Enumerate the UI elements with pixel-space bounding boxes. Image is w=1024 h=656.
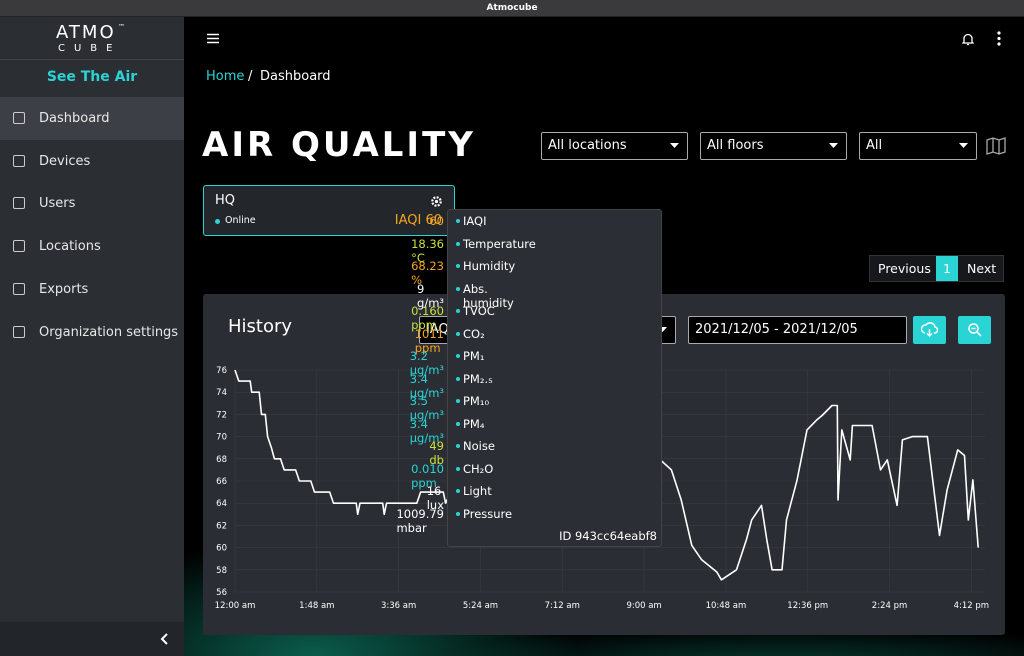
device-status: Online xyxy=(225,215,256,226)
tooltip-dot xyxy=(456,309,460,313)
tooltip-label: PM₁₀ xyxy=(463,394,490,408)
tooltip-dot xyxy=(456,376,460,381)
tooltip-value: 60 xyxy=(429,214,444,228)
tooltip-value: 0.160 ppm xyxy=(411,304,444,332)
tooltip-label: Temperature xyxy=(463,236,536,251)
tooltip-dot xyxy=(456,421,460,426)
tooltip-label: TVOC xyxy=(463,304,495,318)
filter-value: All locations xyxy=(548,138,627,153)
tooltip-dot xyxy=(456,241,460,246)
tooltip-dot xyxy=(456,286,460,291)
tooltip-label: CH₂O xyxy=(463,461,494,476)
tooltip-label: Noise xyxy=(463,439,495,453)
dropdown-arrow xyxy=(670,143,679,148)
filter-value: All xyxy=(866,138,883,153)
window-title: Atmocube xyxy=(0,0,1024,17)
tooltip-dot xyxy=(456,466,460,471)
page-title: AIR QUALITY xyxy=(202,125,476,165)
breadcrumb-separator: / xyxy=(248,69,253,84)
tooltip-value: 1011 ppm xyxy=(414,326,444,355)
tooltip-value: 18.36 °C xyxy=(411,236,444,265)
tagline: See The Air xyxy=(46,69,138,85)
device-card[interactable]: HQ Online IAQI 60 xyxy=(203,185,455,236)
nav-icon xyxy=(13,197,25,210)
filter-select[interactable]: All locations xyxy=(541,132,688,160)
menu-icon[interactable] xyxy=(207,33,219,44)
nav-icon xyxy=(13,325,25,338)
tooltip-label: PM₄ xyxy=(463,416,485,431)
bell-icon[interactable] xyxy=(962,33,974,46)
tooltip-dot xyxy=(456,264,460,268)
metric-value: IAQI xyxy=(426,322,453,337)
tooltip-label: IAQI xyxy=(463,214,487,228)
nav-item[interactable]: Organization settings xyxy=(0,311,184,354)
tooltip-dot xyxy=(456,489,460,493)
tooltip-dot xyxy=(456,511,460,516)
tooltip-label: PM₂.₅ xyxy=(463,371,493,386)
tooltip: IAQI 60 Temperature 18.36 °C Humidity 68.23 %… xyxy=(396,209,662,547)
tooltip-label: CO₂ xyxy=(463,326,485,341)
tooltip-dot xyxy=(456,219,460,223)
pagination-next[interactable]: Next xyxy=(967,261,997,276)
settings-icon[interactable] xyxy=(430,195,443,208)
logo: ATMO xyxy=(56,22,116,43)
sidebar: ATMO ™ CUBE See The Air Dashboard Devices… xyxy=(0,17,184,656)
nav-icon xyxy=(13,112,25,124)
nav-icon xyxy=(13,154,25,167)
tooltip-dot xyxy=(456,354,460,358)
zoom-button[interactable] xyxy=(958,316,991,344)
map-icon[interactable] xyxy=(986,137,1006,155)
tooltip-value: 68.23 % xyxy=(411,259,444,287)
nav-item[interactable]: Users xyxy=(0,182,184,225)
tooltip-label: Abs. humidity xyxy=(463,281,514,310)
download-button[interactable] xyxy=(913,316,946,344)
pagination: Previous 1 Next xyxy=(869,255,1004,282)
logo-sub: CUBE xyxy=(58,43,122,54)
nav-item[interactable]: Exports xyxy=(0,268,184,311)
tooltip-dot xyxy=(456,444,460,448)
tooltip-dot xyxy=(456,331,460,336)
more-icon[interactable] xyxy=(996,31,1002,46)
date-range[interactable]: 2021/12/05 - 2021/12/05 xyxy=(688,316,907,344)
device-name: HQ xyxy=(215,193,236,208)
tooltip-value: 9 g/m³ xyxy=(417,281,445,310)
pagination-page[interactable]: 1 xyxy=(936,256,958,281)
tooltip-label: PM₁ xyxy=(463,349,485,363)
logo-tm: ™ xyxy=(118,23,125,31)
divider xyxy=(0,59,184,60)
nav-icon xyxy=(13,240,25,253)
tooltip-value: 1009.79 mbar xyxy=(396,506,444,535)
nav-item[interactable]: Devices xyxy=(0,140,184,183)
status-dot xyxy=(215,219,220,224)
filter-select[interactable]: All xyxy=(859,132,977,160)
tooltip-label: Light xyxy=(463,484,492,498)
collapse-icon[interactable] xyxy=(160,633,170,645)
breadcrumb-current: Dashboard xyxy=(260,69,331,84)
pagination-previous[interactable]: Previous xyxy=(878,261,931,276)
nav-icon xyxy=(13,282,25,295)
dropdown-arrow xyxy=(829,143,838,148)
tooltip-dot xyxy=(456,399,460,403)
nav-item[interactable]: Locations xyxy=(0,225,184,268)
device-iaqi: IAQI 60 xyxy=(394,213,442,228)
filter-select[interactable]: All floors xyxy=(700,132,847,160)
tooltip-label: Pressure xyxy=(463,506,513,521)
nav-item[interactable]: Dashboard xyxy=(0,97,184,140)
history-title: History xyxy=(228,316,293,337)
device-id: ID 943cc64eabf8 xyxy=(559,529,657,543)
breadcrumb-home[interactable]: Home xyxy=(206,69,245,84)
filter-value: All floors xyxy=(707,138,764,153)
collapse-bar[interactable] xyxy=(0,622,184,656)
tooltip-label: Humidity xyxy=(463,259,516,273)
dropdown-arrow xyxy=(959,143,968,148)
